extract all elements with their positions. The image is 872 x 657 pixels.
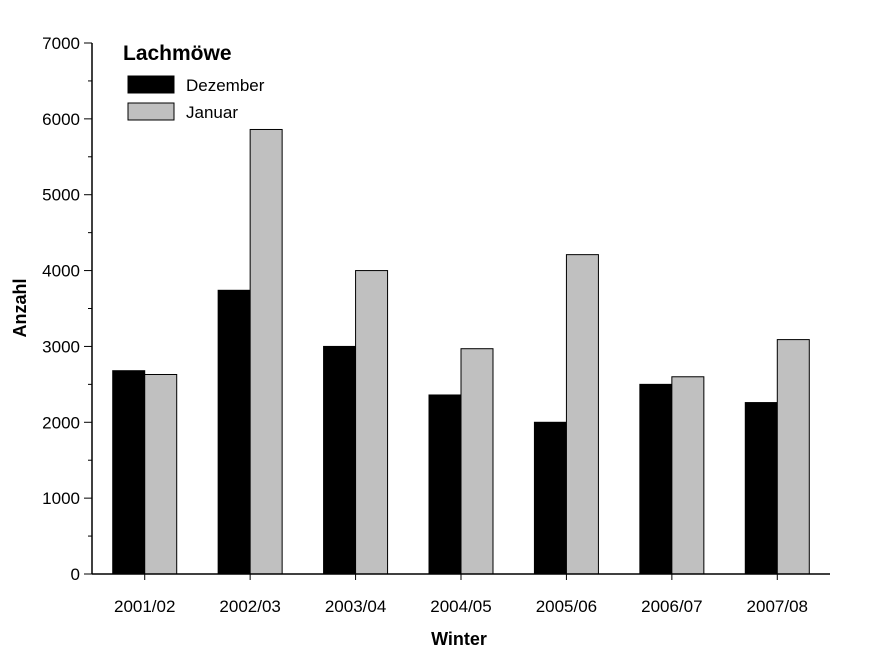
bar-dezember-2007-08 xyxy=(744,402,778,575)
bar-dezember-2002-03 xyxy=(217,289,251,575)
x-tick-label: 2005/06 xyxy=(536,597,597,616)
bar-januar-2003-04 xyxy=(355,270,389,575)
x-axis-title: Winter xyxy=(431,629,487,649)
bar-dezember-2004-05 xyxy=(428,394,462,575)
legend-swatch-januar xyxy=(127,102,175,121)
bar-dezember-2005-06 xyxy=(533,421,567,575)
bars-group xyxy=(112,128,810,575)
y-tick-label: 4000 xyxy=(42,262,80,281)
chart-title: Lachmöwe xyxy=(123,42,232,65)
x-tick-label: 2007/08 xyxy=(747,597,808,616)
bar-januar-2004-05 xyxy=(460,348,494,575)
x-tick-label: 2003/04 xyxy=(325,597,386,616)
bar-januar-2006-07 xyxy=(671,376,705,575)
bar-januar-2002-03 xyxy=(249,128,283,575)
labels-group: 2001/02 2002/03 2003/04 2004/05 2005/06 2006/… xyxy=(42,34,808,616)
legend-swatch-dezember xyxy=(127,75,175,94)
y-tick-label: 3000 xyxy=(42,337,80,356)
x-tick-label: 2001/02 xyxy=(114,597,175,616)
bar-dezember-2006-07 xyxy=(639,383,673,575)
y-tick-label: 1000 xyxy=(42,489,80,508)
x-tick-label: 2004/05 xyxy=(430,597,491,616)
y-tick-label: 6000 xyxy=(42,110,80,129)
bar-dezember-2003-04 xyxy=(323,345,357,575)
legend: Dezember Januar xyxy=(127,75,265,122)
y-tick-label: 2000 xyxy=(42,413,80,432)
x-tick-label: 2002/03 xyxy=(219,597,280,616)
y-tick-label: 7000 xyxy=(42,34,80,53)
y-tick-label: 0 xyxy=(71,565,80,584)
y-tick-label: 5000 xyxy=(42,186,80,205)
legend-label-januar: Januar xyxy=(186,103,238,122)
bar-dezember-2001-02 xyxy=(112,370,146,575)
bar-januar-2001-02 xyxy=(144,373,178,575)
y-axis-title: Anzahl xyxy=(10,278,30,337)
legend-label-dezember: Dezember xyxy=(186,76,265,95)
bar-januar-2005-06 xyxy=(565,254,599,575)
bar-januar-2007-08 xyxy=(776,339,810,575)
axes-group xyxy=(84,42,830,580)
x-tick-label: 2006/07 xyxy=(641,597,702,616)
